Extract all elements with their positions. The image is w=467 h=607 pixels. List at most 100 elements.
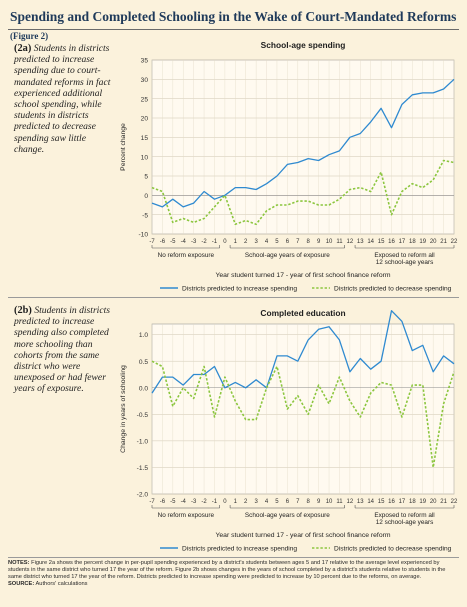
x-tick-label: 3 — [254, 499, 258, 505]
x-tick-label: 10 — [326, 239, 333, 245]
notes-rule — [8, 557, 459, 558]
x-tick-label: 8 — [307, 239, 311, 245]
x-axis-label: Year student turned 17 - year of first s… — [215, 272, 390, 279]
chart-title: Completed education — [260, 308, 345, 318]
x-tick-label: 22 — [451, 499, 458, 505]
x-tick-label: 17 — [399, 499, 406, 505]
y-tick-label: -1.5 — [137, 465, 149, 472]
plot-area — [151, 323, 455, 495]
x-tick-label: -3 — [191, 239, 197, 245]
y-tick-label: 5 — [144, 174, 148, 181]
x-tick-label: 12 — [347, 239, 354, 245]
x-tick-label: 20 — [430, 239, 437, 245]
legend-label: Districts predicted to decrease spending — [334, 545, 452, 552]
y-tick-label: 0.0 — [139, 385, 148, 392]
x-tick-label: -4 — [181, 499, 187, 505]
x-tick-label: 6 — [286, 239, 290, 245]
notes-text: Figure 2a shows the percent change in pe… — [8, 560, 446, 581]
y-tick-label: -2.0 — [137, 492, 149, 499]
period-label-full-exposure: Exposed to reform all 12 school-age years — [374, 252, 434, 266]
x-tick-label: 20 — [430, 499, 437, 505]
x-tick-label: 15 — [378, 499, 385, 505]
x-tick-label: -7 — [149, 499, 155, 505]
y-tick-label: 15 — [141, 135, 149, 142]
panel-b-text: Students in districts predicted to incre… — [14, 305, 110, 395]
panel-a-text: Students in districts predicted to incre… — [14, 43, 111, 155]
x-tick-label: 15 — [378, 239, 385, 245]
chart-b-svg: Completed education -2.0 -1.5 -1.0 -0.5 0.0 0.… — [120, 308, 458, 552]
x-tick-label: -5 — [170, 239, 176, 245]
x-tick-label: 0 — [223, 499, 227, 505]
period-label-school-age: School-age years of exposure — [245, 512, 330, 519]
x-tick-label: 14 — [367, 499, 374, 505]
x-tick-label: -5 — [170, 499, 176, 505]
x-tick-label: 7 — [296, 499, 300, 505]
x-tick-label: 2 — [244, 499, 248, 505]
series-line-increase — [151, 310, 455, 394]
x-tick-label: 4 — [265, 239, 269, 245]
x-tick-label: 13 — [357, 499, 364, 505]
figure-number: (Figure 2) — [10, 31, 49, 41]
x-tick-label: 5 — [275, 499, 279, 505]
y-axis-label: Percent change — [120, 123, 127, 171]
figure-header: Spending and Completed Schooling in the … — [0, 0, 467, 41]
x-tick-label: 1 — [234, 499, 238, 505]
chart-completed-education: Completed education -2.0 -1.5 -1.0 -0.5 0.0 0.… — [116, 302, 460, 556]
source-text: Authors' calculations — [35, 581, 88, 588]
x-tick-label: 16 — [388, 499, 395, 505]
chart-school-age-spending: School-age spending -10 -5 0 5 10 15 20 25 30 35 -7… — [116, 34, 460, 294]
x-tick-label: -7 — [149, 239, 155, 245]
x-tick-label: 6 — [286, 499, 290, 505]
x-tick-label: 9 — [317, 499, 321, 505]
y-tick-label: -0.5 — [137, 412, 149, 419]
y-tick-label: -10 — [138, 232, 148, 239]
x-tick-label: 0 — [223, 239, 227, 245]
x-tick-label: 21 — [440, 499, 447, 505]
x-tick-label: 22 — [451, 239, 458, 245]
panel-a-caption: (2a) Students in districts predicted to … — [14, 43, 114, 155]
x-tick-label: 19 — [419, 239, 426, 245]
x-tick-label: 21 — [440, 239, 447, 245]
notes-label: NOTES: — [8, 560, 30, 566]
x-tick-label: 19 — [419, 499, 426, 505]
header-rule — [8, 29, 459, 30]
x-axis-label: Year student turned 17 - year of first s… — [215, 532, 390, 539]
chart-a-svg: School-age spending-10-505101520253035-7… — [120, 40, 458, 292]
y-axis-label: Change in years of schooling — [120, 365, 127, 453]
y-tick-label: 10 — [141, 154, 149, 161]
x-tick-label: 10 — [326, 499, 333, 505]
y-tick-label: -1.0 — [137, 438, 149, 445]
x-tick-label: 12 — [347, 499, 354, 505]
x-tick-label: 2 — [244, 239, 248, 245]
legend-label: Districts predicted to decrease spending — [334, 285, 452, 292]
x-tick-label: -2 — [201, 239, 207, 245]
panel-separator — [8, 297, 459, 298]
y-tick-label: 30 — [141, 77, 149, 84]
x-tick-label: 1 — [234, 239, 238, 245]
x-tick-label: 18 — [409, 499, 416, 505]
period-label-no-exposure: No reform exposure — [158, 252, 215, 259]
figure-notes: NOTES: Figure 2a shows the percent chang… — [8, 560, 460, 588]
x-tick-label: -6 — [160, 499, 166, 505]
x-tick-label: 4 — [265, 499, 269, 505]
source-label: SOURCE: — [8, 581, 35, 588]
y-tick-label: -5 — [142, 212, 148, 219]
x-tick-label: 11 — [336, 499, 343, 505]
x-tick-label: 9 — [317, 239, 321, 245]
period-label-school-age: School-age years of exposure — [245, 252, 330, 259]
x-tick-label: -1 — [212, 499, 218, 505]
y-tick-label: 35 — [141, 58, 149, 65]
chart-title: School-age spending — [261, 40, 346, 50]
x-tick-label: 7 — [296, 239, 300, 245]
x-tick-label: 11 — [336, 239, 343, 245]
x-tick-label: 14 — [367, 239, 374, 245]
panel-a-tag: (2a) — [14, 43, 32, 54]
panel-b-caption: (2b) Students in districts predicted to … — [14, 305, 114, 395]
period-label-full-exposure: Exposed to reform all 12 school-age years — [374, 512, 434, 526]
x-tick-label: 8 — [307, 499, 311, 505]
x-tick-label: -2 — [201, 499, 207, 505]
panel-b-tag: (2b) — [14, 305, 32, 316]
x-tick-label: 16 — [388, 239, 395, 245]
legend-label: Districts predicted to increase spending — [182, 545, 297, 552]
plot-area — [151, 59, 455, 235]
